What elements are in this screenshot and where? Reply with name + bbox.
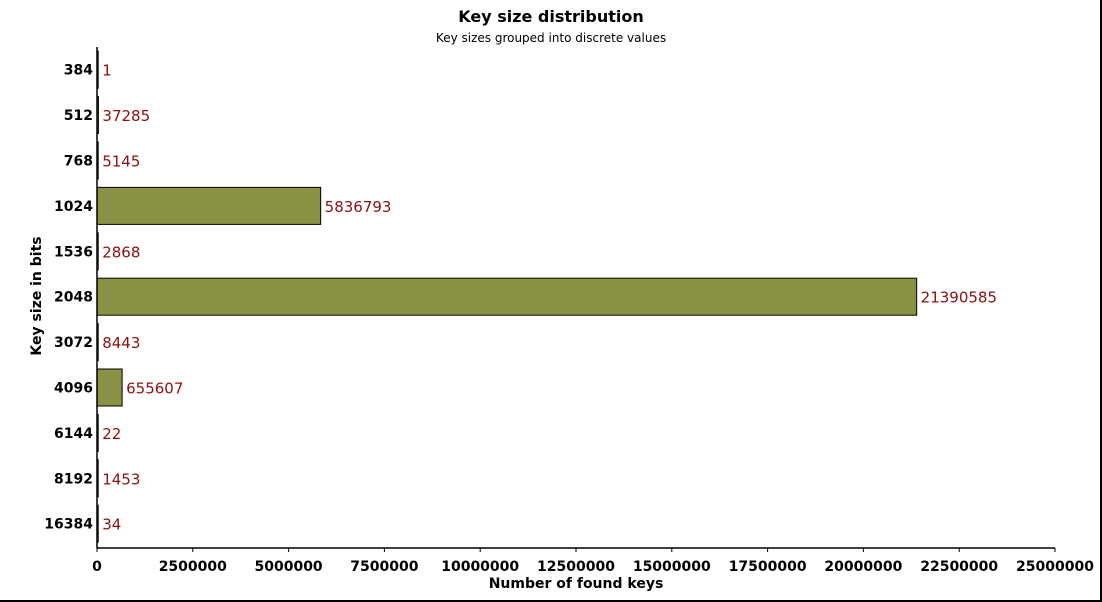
bar xyxy=(96,277,918,316)
category-label: 6144 xyxy=(54,426,93,442)
bar xyxy=(96,368,123,407)
plot-area: 384 1 512 37285 768 5145 1024 5836793 1536 2868 20… xyxy=(44,47,1094,575)
x-axis-label: Number of found keys xyxy=(489,576,664,592)
data-label: 1 xyxy=(102,62,112,80)
x-tick-label: 17500000 xyxy=(729,559,807,575)
category-label: 8192 xyxy=(54,471,93,487)
x-tick-label: 5000000 xyxy=(254,559,322,575)
bar xyxy=(96,186,322,225)
x-tick-label: 25000000 xyxy=(1016,559,1094,575)
category-label: 2048 xyxy=(54,290,93,306)
y-axis-label: Key size in bits xyxy=(29,236,45,355)
category-label: 1536 xyxy=(54,244,93,260)
data-label: 5145 xyxy=(102,153,140,171)
category-label: 16384 xyxy=(44,517,93,533)
category-label: 384 xyxy=(64,63,93,79)
x-tick-label: 20000000 xyxy=(824,559,902,575)
x-tick-label: 15000000 xyxy=(633,559,711,575)
data-label: 34 xyxy=(102,516,121,534)
data-label: 655607 xyxy=(126,380,183,398)
data-label: 22 xyxy=(102,425,121,443)
data-label: 21390585 xyxy=(921,289,997,307)
data-label: 37285 xyxy=(102,107,150,125)
category-label: 4096 xyxy=(54,381,93,397)
x-tick-label: 0 xyxy=(92,559,102,575)
data-label: 5836793 xyxy=(325,198,392,216)
data-label: 8443 xyxy=(102,334,140,352)
x-tick-label: 22500000 xyxy=(920,559,998,575)
x-tick-label: 7500000 xyxy=(350,559,418,575)
x-tick-label: 10000000 xyxy=(441,559,519,575)
category-label: 3072 xyxy=(54,335,93,351)
data-label: 1453 xyxy=(102,470,140,488)
x-tick-label: 2500000 xyxy=(159,559,227,575)
x-tick-label: 12500000 xyxy=(537,559,615,575)
data-label: 2868 xyxy=(102,243,140,261)
chart-title: Key size distribution xyxy=(458,7,644,26)
category-label: 1024 xyxy=(54,199,93,215)
category-label: 768 xyxy=(64,154,93,170)
category-label: 512 xyxy=(64,108,93,124)
chart-subtitle: Key sizes grouped into discrete values xyxy=(436,31,666,45)
